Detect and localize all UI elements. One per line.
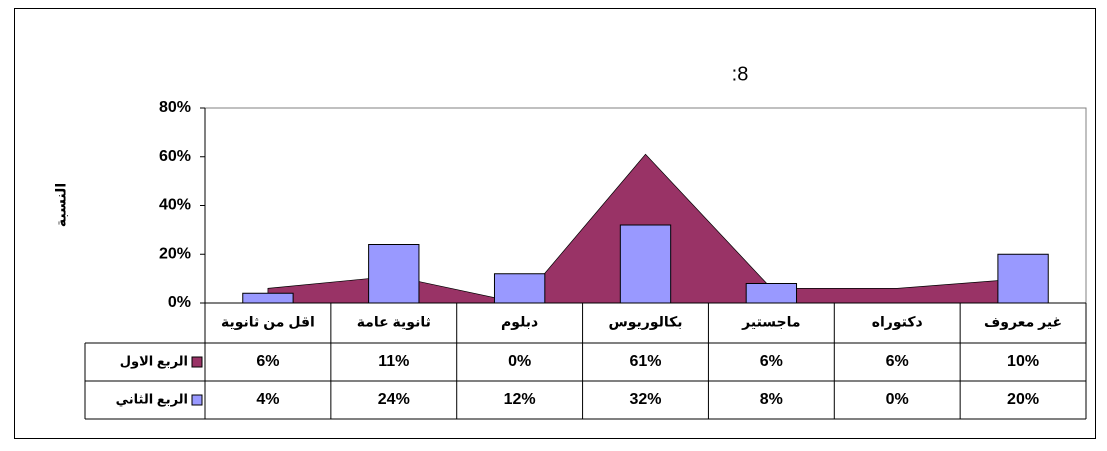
data-label: 12%: [504, 391, 536, 408]
y-tick-label: 0%: [168, 294, 191, 311]
data-label: 6%: [256, 353, 279, 370]
x-tick-label: ثانوية عامة: [357, 314, 431, 331]
bar: [997, 253, 1049, 304]
x-tick-label: ماجستير: [741, 314, 800, 331]
bar: [368, 244, 420, 304]
legend-swatch: [191, 394, 203, 406]
bar: [242, 292, 294, 304]
data-label: 6%: [886, 353, 909, 370]
x-tick-label: غير معروف: [984, 314, 1062, 331]
data-label: 0%: [508, 353, 531, 370]
x-tick-label: اقل من ثانوية: [221, 314, 315, 331]
data-label: 0%: [886, 391, 909, 408]
y-axis-label: النسبة: [53, 183, 69, 227]
data-label: 20%: [1007, 391, 1039, 408]
y-tick-label: 20%: [159, 245, 191, 262]
bar: [619, 224, 672, 304]
data-label: 32%: [629, 391, 661, 408]
y-tick-label: 80%: [159, 99, 191, 116]
legend-label: الربع الثاني: [116, 391, 188, 406]
legend-label: الربع الاول: [120, 353, 188, 368]
data-label: 8%: [760, 391, 783, 408]
y-tick-label: 40%: [159, 197, 191, 214]
x-tick-label: دكتوراه: [872, 314, 923, 331]
data-label: 4%: [256, 391, 279, 408]
data-label: 6%: [760, 353, 783, 370]
x-tick-label: دبلوم: [501, 314, 538, 331]
chart-title: :8: [732, 63, 749, 85]
data-label: 61%: [629, 353, 661, 370]
x-tick-label: بكالوريوس: [608, 314, 682, 331]
legend-swatch: [191, 356, 203, 368]
data-label: 24%: [378, 391, 410, 408]
y-tick-label: 60%: [159, 148, 191, 165]
data-label: 10%: [1007, 353, 1039, 370]
bar: [493, 273, 546, 304]
data-label: 11%: [378, 353, 409, 370]
bar: [745, 283, 798, 304]
